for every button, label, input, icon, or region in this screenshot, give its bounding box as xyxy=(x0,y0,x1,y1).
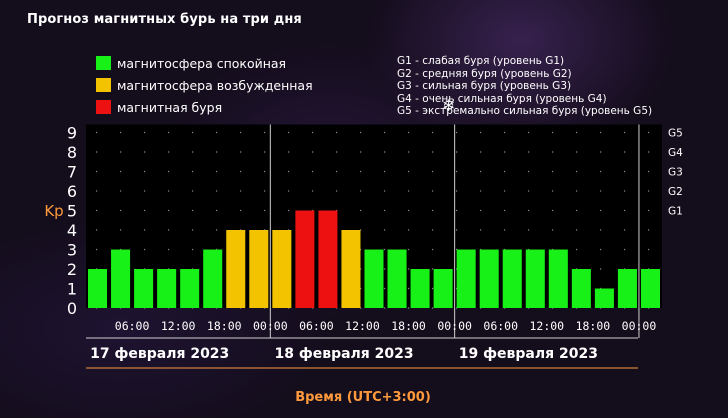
y-tick-label: 4 xyxy=(67,221,77,240)
kp-bar xyxy=(226,230,246,308)
kp-bar xyxy=(571,269,591,308)
x-tick-label: 12:00 xyxy=(345,319,380,333)
y-tick-label: 7 xyxy=(67,163,77,182)
storm-scale-g3: G3 - сильная буря (уровень G3) xyxy=(397,80,572,92)
legend-item-active: магнитосфера возбужденная xyxy=(96,74,313,96)
storm-scale-legend: G1 - слабая буря (уровень G1) G2 - средн… xyxy=(397,55,652,118)
day-label: 19 февраля 2023 xyxy=(459,346,598,362)
g-scale-label: G5 xyxy=(668,128,683,140)
legend-swatch-quiet xyxy=(96,56,111,70)
x-tick-label: 12:00 xyxy=(161,319,196,333)
day-label: 18 февраля 2023 xyxy=(274,346,413,362)
kp-bar xyxy=(479,249,499,308)
kp-bar xyxy=(318,210,338,308)
y-tick-label: 6 xyxy=(67,182,77,201)
legend-swatch-storm xyxy=(96,100,111,114)
storm-scale-g1: G1 - слабая буря (уровень G1) xyxy=(397,55,565,67)
x-tick-label: 00:00 xyxy=(437,319,472,333)
kp-bar xyxy=(341,230,361,308)
y-tick-label: 1 xyxy=(67,280,77,299)
legend-label-quiet: магнитосфера спокойная xyxy=(117,55,287,71)
snowflake-icon: ❄ xyxy=(442,96,456,115)
g-scale-label: G1 xyxy=(668,206,683,218)
storm-scale-g4: G4 - очень сильная буря (уровень G4) xyxy=(397,92,607,105)
kp-bar xyxy=(640,269,660,308)
kp-bar xyxy=(410,269,430,308)
day-label: 17 февраля 2023 xyxy=(90,346,229,362)
kp-bar xyxy=(203,249,223,308)
kp-bar xyxy=(364,249,384,308)
g-scale-label: G4 xyxy=(668,147,683,159)
kp-bar xyxy=(157,269,177,308)
y-tick-label: 3 xyxy=(67,241,77,260)
kp-bar xyxy=(617,269,637,308)
kp-bar xyxy=(594,288,614,308)
x-tick-label: 00:00 xyxy=(622,319,657,333)
storm-scale-g2: G2 - средняя буря (уровень G2) xyxy=(397,67,572,80)
page-title: Прогноз магнитных бурь на три дня xyxy=(27,12,302,27)
x-tick-label: 06:00 xyxy=(115,319,150,333)
y-axis-label: Kp xyxy=(44,202,63,220)
legend-label-active: магнитосфера возбужденная xyxy=(117,77,313,93)
y-tick-label: 8 xyxy=(67,143,77,162)
x-axis-label: Время (UTC+3:00) xyxy=(295,390,431,405)
x-tick-label: 12:00 xyxy=(529,319,564,333)
y-tick-label: 9 xyxy=(67,124,77,143)
x-tick-label: 06:00 xyxy=(483,319,518,333)
legend-item-storm: магнитная буря xyxy=(96,96,313,118)
storm-scale-g5: G5 - экстремально сильная буря (уровень … xyxy=(397,105,653,117)
legend-item-quiet: магнитосфера спокойная xyxy=(96,52,313,74)
kp-bar xyxy=(295,210,315,308)
kp-bar xyxy=(548,249,568,308)
kp-bar xyxy=(134,269,154,308)
kp-bar xyxy=(180,269,200,308)
kp-bar xyxy=(433,269,453,308)
x-tick-label: 18:00 xyxy=(207,319,242,333)
x-tick-label: 06:00 xyxy=(299,319,334,333)
x-tick-label: 18:00 xyxy=(576,319,611,333)
g-scale-label: G3 xyxy=(668,167,683,179)
x-axis-title: Время (UTC+3:00) xyxy=(0,386,728,405)
kp-bar xyxy=(456,249,476,308)
legend-swatch-active xyxy=(96,78,111,92)
x-tick-label: 18:00 xyxy=(391,319,426,333)
legend-label-storm: магнитная буря xyxy=(117,99,223,115)
y-tick-label: 0 xyxy=(67,299,77,318)
y-tick-label: 5 xyxy=(67,202,77,221)
g-scale-label: G2 xyxy=(668,186,683,198)
kp-bar xyxy=(502,249,522,308)
kp-bar xyxy=(111,249,131,308)
x-tick-label: 00:00 xyxy=(253,319,288,333)
kp-bar xyxy=(88,269,108,308)
kp-bar xyxy=(525,249,545,308)
color-legend: магнитосфера спокойная магнитосфера возб… xyxy=(96,52,313,118)
kp-bar xyxy=(387,249,407,308)
kp-bar xyxy=(249,230,269,308)
kp-bar xyxy=(272,230,292,308)
y-tick-label: 2 xyxy=(67,260,77,279)
